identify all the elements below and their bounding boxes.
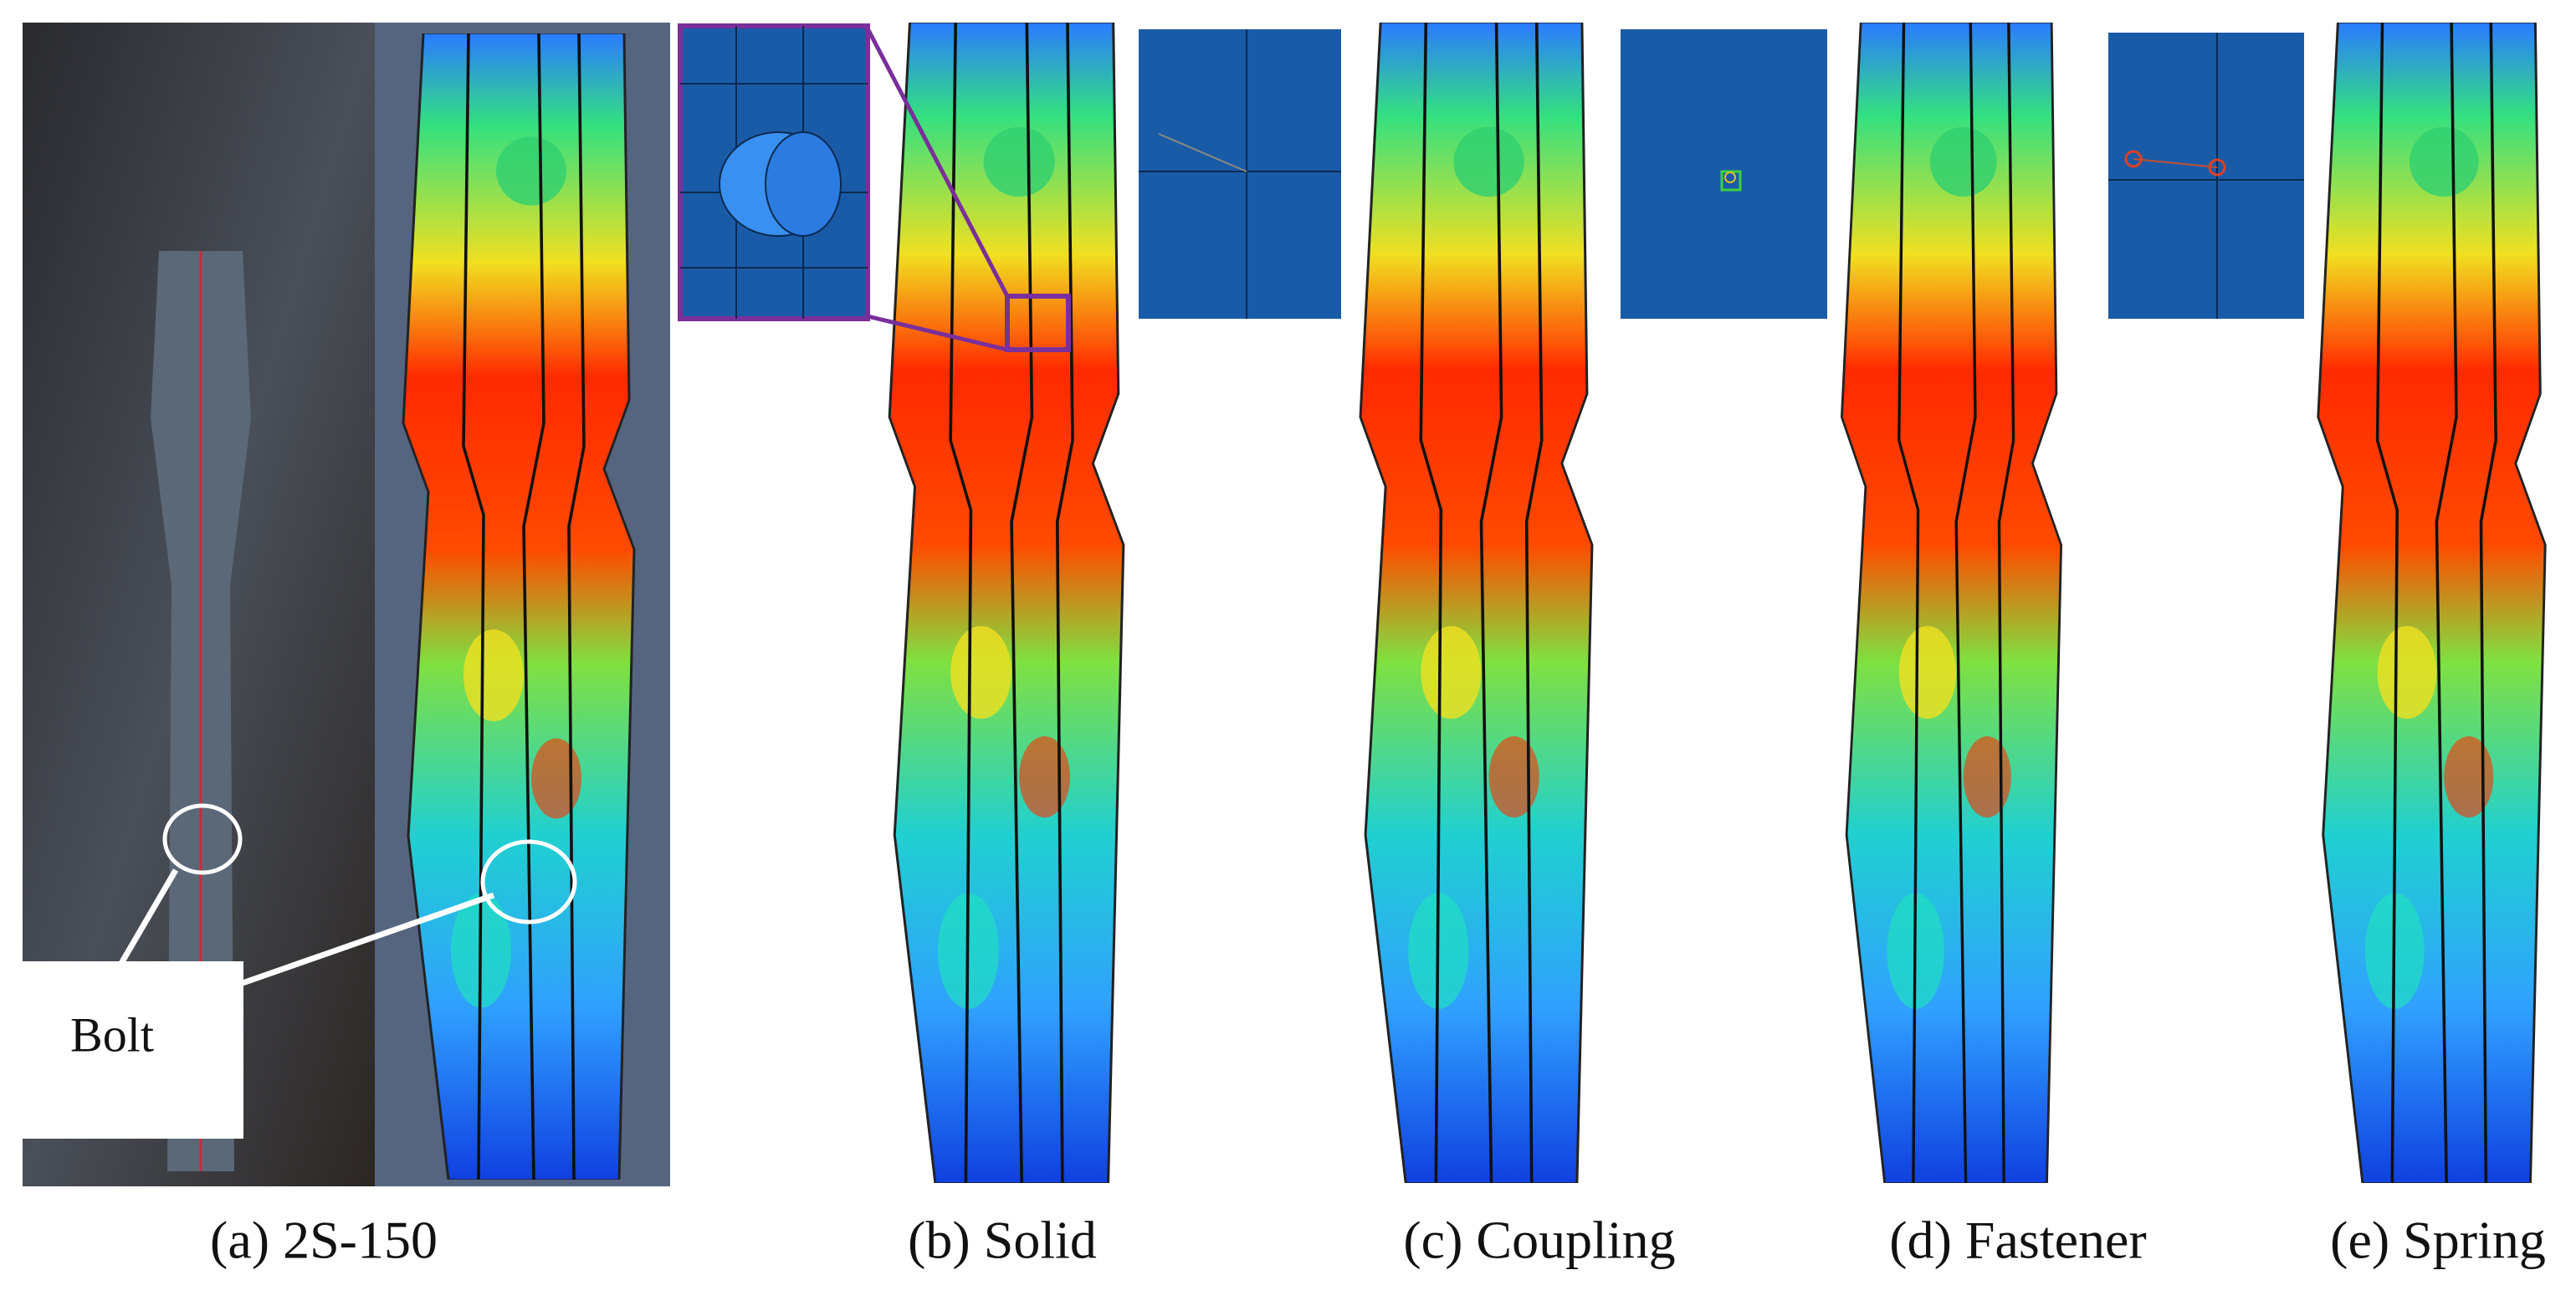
arrow (241, 892, 495, 986)
bolt-circle (162, 803, 243, 875)
inset-fastener (1621, 29, 1827, 319)
fastener-model (1840, 23, 2063, 1183)
inset-coupling (1139, 29, 1341, 319)
inset-solid (678, 23, 1071, 352)
caption: (c) Coupling (1403, 1211, 1675, 1270)
solid-model (888, 23, 1125, 1183)
caption: (e) Spring (2330, 1211, 2546, 1270)
inset-spring (2108, 33, 2304, 319)
bolt-circle (480, 839, 577, 924)
arrow (114, 868, 179, 972)
caption: (b) Solid (908, 1211, 1097, 1270)
caption: (d) Fastener (1889, 1211, 2146, 1270)
fe-model (402, 33, 636, 1180)
bolt-label: Bolt (70, 1007, 154, 1062)
coupling-model (1359, 23, 1594, 1183)
label-box (23, 961, 243, 1139)
caption: (a) 2S-150 (210, 1211, 438, 1270)
spring-model (2317, 23, 2547, 1183)
